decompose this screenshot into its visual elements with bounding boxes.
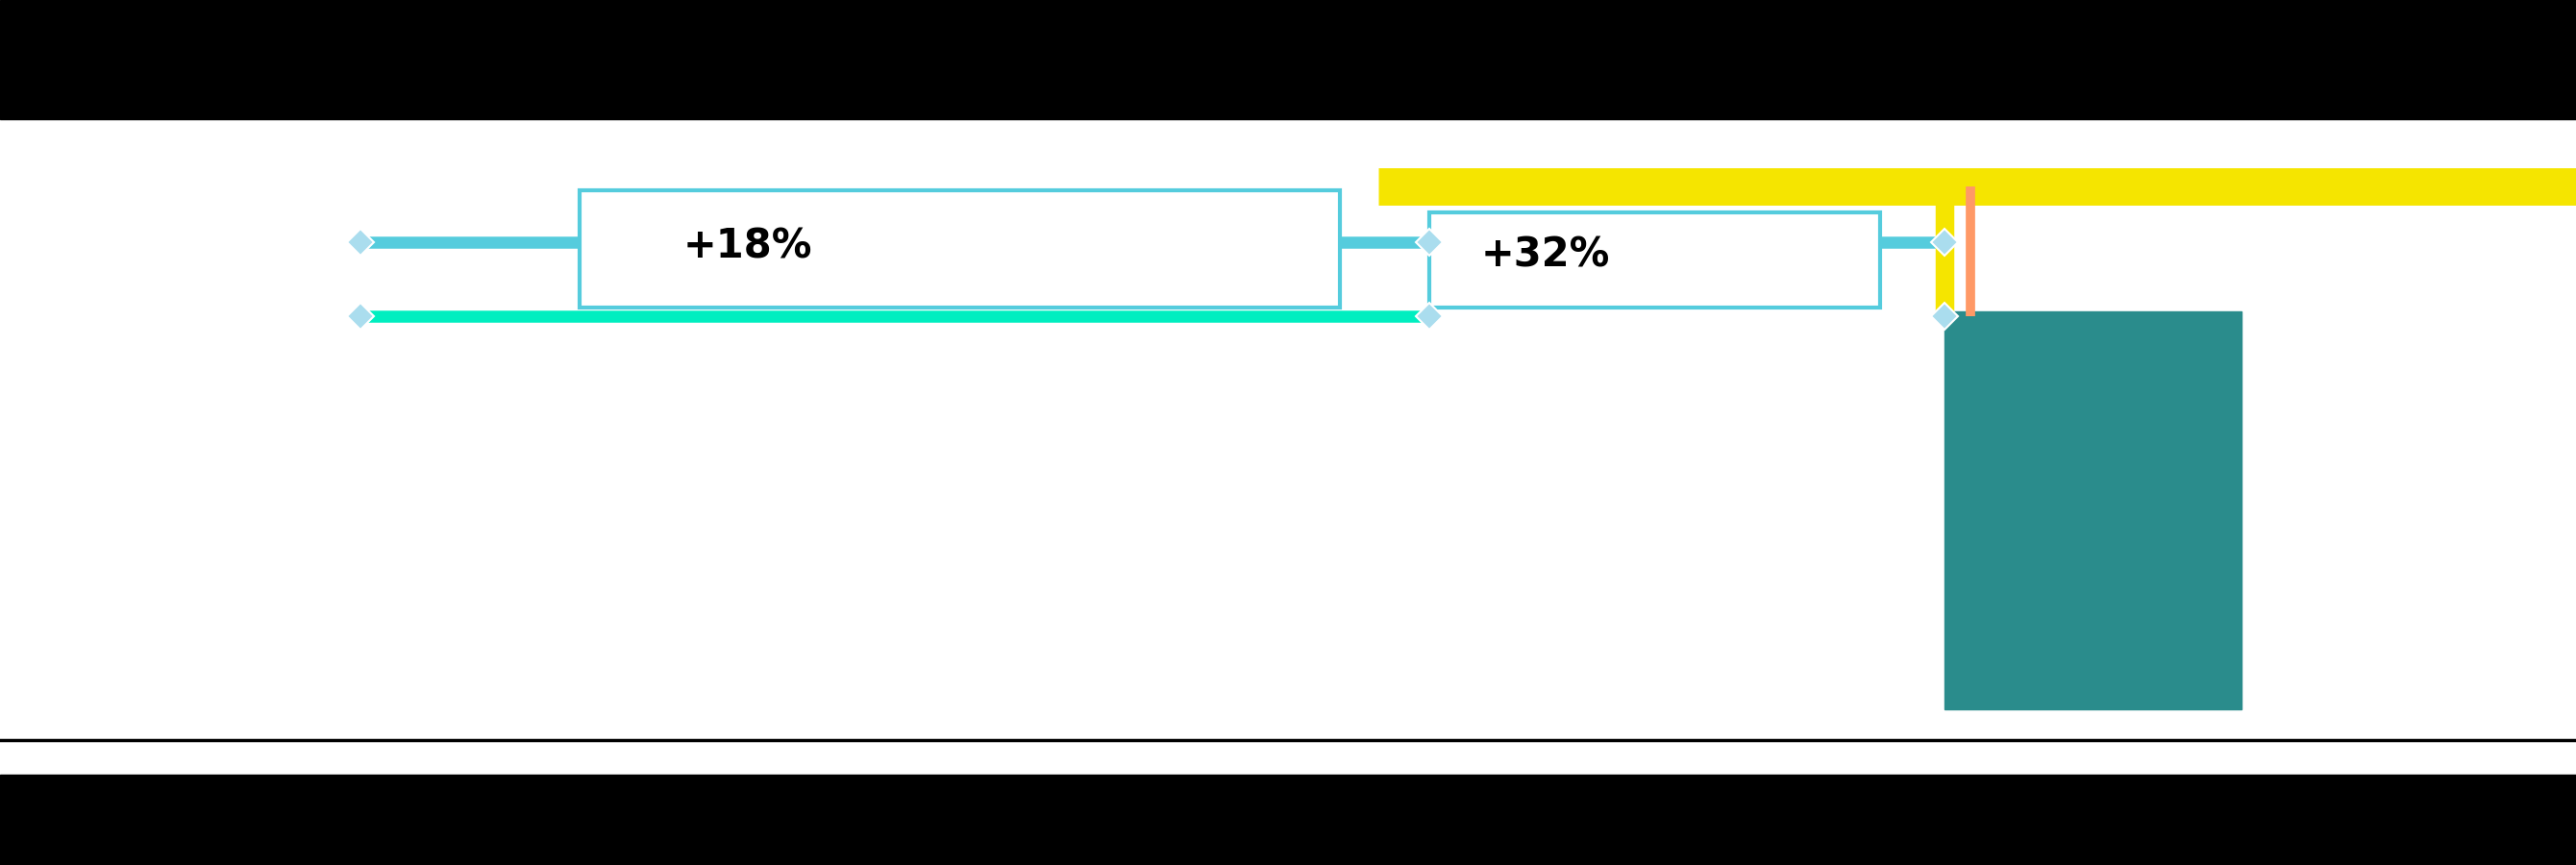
Text: +32%: +32% (1481, 235, 1610, 275)
FancyBboxPatch shape (580, 190, 1340, 307)
Bar (0, 0, 2576, 119)
Bar (1945, 311, 2241, 709)
Text: +18%: +18% (683, 227, 811, 266)
Bar (0, 774, 2576, 865)
FancyBboxPatch shape (1430, 212, 1880, 307)
